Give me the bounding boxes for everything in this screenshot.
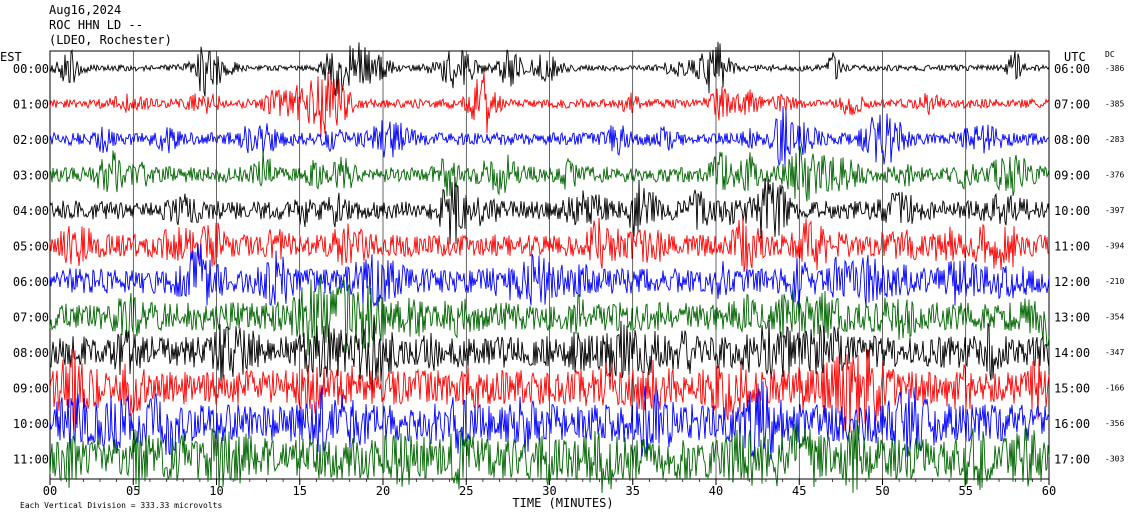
row-label-utc: 11:00	[1054, 240, 1090, 254]
row-label-utc: 09:00	[1054, 169, 1090, 183]
left-axis-label: EST	[0, 50, 22, 64]
row-label-est: 08:00	[13, 346, 49, 360]
row-label-est: 06:00	[13, 275, 49, 289]
trace-0000	[49, 41, 1050, 97]
row-label-est: 10:00	[13, 417, 49, 431]
trace-0400	[49, 176, 1050, 245]
row-label-utc: 17:00	[1054, 453, 1090, 467]
row-label-est: 07:00	[13, 311, 49, 325]
trace-0900	[49, 348, 1050, 433]
row-label-est: 00:00	[13, 62, 49, 76]
row-dc-value: -283	[1105, 135, 1124, 144]
x-tick-label-20: 20	[376, 484, 390, 498]
trace-0800	[49, 317, 1050, 391]
row-label-est: 03:00	[13, 169, 49, 183]
row-label-utc: 06:00	[1054, 62, 1090, 76]
x-tick-label-40: 40	[709, 484, 723, 498]
trace-0700	[49, 274, 1050, 360]
row-dc-value: -394	[1105, 242, 1124, 251]
x-axis-label: TIME (MINUTES)	[512, 496, 613, 510]
row-label-utc: 12:00	[1054, 275, 1090, 289]
row-dc-value: -376	[1105, 171, 1124, 180]
trace-0100	[49, 72, 1050, 137]
footer-note: Each Vertical Division = 333.33 microvol…	[20, 501, 222, 510]
row-label-est: 01:00	[13, 98, 49, 112]
row-label-utc: 15:00	[1054, 382, 1090, 396]
trace-1100	[49, 419, 1050, 493]
x-tick-label-45: 45	[792, 484, 806, 498]
trace-0300	[49, 145, 1050, 202]
row-dc-value: -386	[1105, 64, 1124, 73]
x-tick-label-0: 00	[43, 484, 57, 498]
x-tick-label-35: 35	[626, 484, 640, 498]
trace-1000	[49, 381, 1050, 462]
row-label-est: 11:00	[13, 453, 49, 467]
trace-0500	[49, 216, 1050, 273]
x-tick-label-25: 25	[459, 484, 473, 498]
x-tick-label-55: 55	[959, 484, 973, 498]
trace-0600	[49, 243, 1050, 308]
header-block: Aug16,2024 ROC HHN LD -- (LDEO, Rocheste…	[49, 3, 172, 48]
x-tick-label-60: 60	[1042, 484, 1056, 498]
row-label-est: 02:00	[13, 133, 49, 147]
row-label-utc: 08:00	[1054, 133, 1090, 147]
x-tick-label-50: 50	[875, 484, 889, 498]
x-tick-label-15: 15	[293, 484, 307, 498]
date-label: Aug16,2024	[49, 3, 122, 17]
x-tick-label-10: 10	[209, 484, 223, 498]
dc-label: DC	[1105, 50, 1115, 59]
row-dc-value: -354	[1105, 313, 1124, 322]
station-label: ROC HHN LD --	[49, 18, 143, 32]
x-tick-label-5: 05	[126, 484, 140, 498]
row-dc-value: -356	[1105, 419, 1124, 428]
right-axis-label: UTC	[1064, 50, 1086, 64]
row-label-utc: 13:00	[1054, 311, 1090, 325]
row-label-est: 04:00	[13, 204, 49, 218]
row-label-est: 09:00	[13, 382, 49, 396]
trace-0200	[49, 106, 1050, 167]
row-label-est: 05:00	[13, 240, 49, 254]
row-label-utc: 14:00	[1054, 346, 1090, 360]
network-label: (LDEO, Rochester)	[49, 33, 172, 47]
row-label-utc: 07:00	[1054, 98, 1090, 112]
row-label-utc: 10:00	[1054, 204, 1090, 218]
row-dc-value: -385	[1105, 100, 1124, 109]
row-dc-value: -397	[1105, 206, 1124, 215]
row-dc-value: -303	[1105, 455, 1124, 464]
row-dc-value: -166	[1105, 384, 1124, 393]
row-dc-value: -210	[1105, 277, 1124, 286]
row-dc-value: -347	[1105, 348, 1124, 357]
row-label-utc: 16:00	[1054, 417, 1090, 431]
x-tick-label-30: 30	[542, 484, 556, 498]
